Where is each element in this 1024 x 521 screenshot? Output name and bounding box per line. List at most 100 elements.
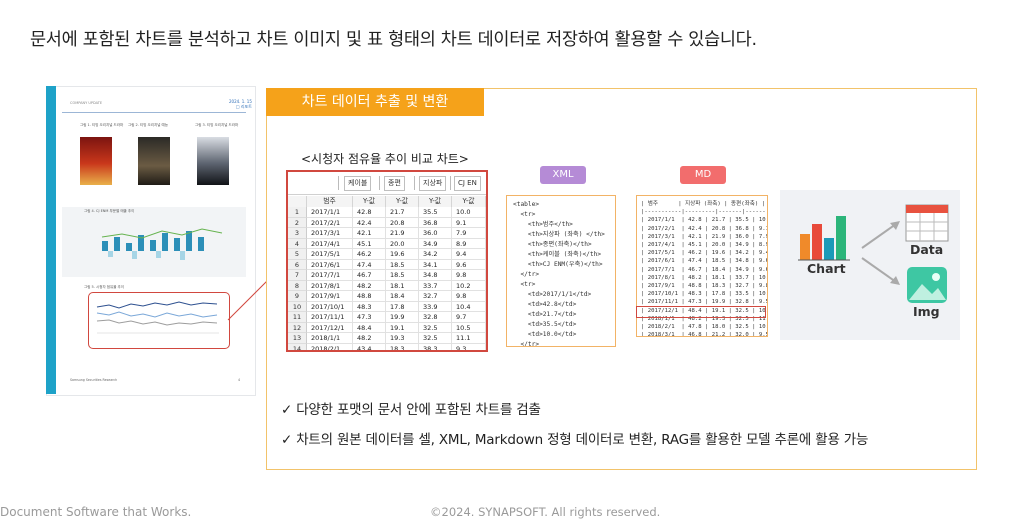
sheet-cell[interactable]: 45.1 xyxy=(353,238,386,249)
sheet-cell[interactable]: 46.7 xyxy=(353,270,386,281)
sheet-cell[interactable]: 20.8 xyxy=(386,217,419,228)
sheet-cell[interactable]: 21.9 xyxy=(386,228,419,239)
sheet-cell[interactable]: 9.1 xyxy=(452,217,486,228)
header-category[interactable]: 범주 xyxy=(307,196,353,207)
row-number[interactable]: 6 xyxy=(288,259,307,270)
sheet-cell[interactable]: 34.2 xyxy=(419,249,452,260)
legend-item-cable[interactable]: 케이블 xyxy=(344,176,372,191)
sheet-cell[interactable]: 48.2 xyxy=(353,333,386,344)
sheet-cell[interactable]: 10.2 xyxy=(452,280,486,291)
sheet-cell[interactable]: 9.4 xyxy=(452,249,486,260)
sheet-cell[interactable]: 32.5 xyxy=(419,322,452,333)
row-number[interactable]: 10 xyxy=(288,301,307,312)
sheet-cell[interactable]: 2017/6/1 xyxy=(307,259,353,270)
sheet-cell[interactable]: 10.0 xyxy=(452,207,486,218)
sheet-cell[interactable]: 48.8 xyxy=(353,291,386,302)
sheet-cell[interactable]: 9.8 xyxy=(452,291,486,302)
sheet-cell[interactable]: 11.1 xyxy=(452,333,486,344)
sheet-cell[interactable]: 18.4 xyxy=(386,291,419,302)
header-y4[interactable]: Y-값 xyxy=(452,196,486,207)
sheet-cell[interactable]: 34.8 xyxy=(419,270,452,281)
legend-item-cjenm[interactable]: CJ EN xyxy=(454,176,481,191)
sheet-cell[interactable]: 10.4 xyxy=(452,301,486,312)
sheet-cell[interactable]: 2017/12/1 xyxy=(307,322,353,333)
sheet-cell[interactable]: 21.7 xyxy=(386,207,419,218)
sheet-cell[interactable]: 46.2 xyxy=(353,249,386,260)
sheet-cell[interactable]: 48.2 xyxy=(353,280,386,291)
row-number[interactable]: 7 xyxy=(288,270,307,281)
row-number[interactable]: 12 xyxy=(288,322,307,333)
sheet-cell[interactable]: 19.6 xyxy=(386,249,419,260)
sheet-cell[interactable]: 18.3 xyxy=(386,343,419,350)
sheet-cell[interactable]: 19.9 xyxy=(386,312,419,323)
sheet-cell[interactable]: 2017/5/1 xyxy=(307,249,353,260)
row-number[interactable]: 2 xyxy=(288,217,307,228)
row-number[interactable]: 11 xyxy=(288,312,307,323)
row-number[interactable]: 1 xyxy=(288,207,307,218)
legend-item-terrestrial[interactable]: 지상파 xyxy=(419,176,447,191)
sheet-cell[interactable]: 34.9 xyxy=(419,238,452,249)
sheet-cell[interactable]: 33.9 xyxy=(419,301,452,312)
legend-item-general[interactable]: 종편 xyxy=(384,176,405,191)
sheet-cell[interactable]: 18.1 xyxy=(386,280,419,291)
sheet-cell[interactable]: 48.3 xyxy=(353,301,386,312)
sheet-cell[interactable]: 9.7 xyxy=(452,312,486,323)
sheet-cell[interactable]: 2017/7/1 xyxy=(307,270,353,281)
row-number[interactable]: 8 xyxy=(288,280,307,291)
xml-output-box[interactable]: <table> <tr> <th>범주</th> <th>지상파 (좌축) </… xyxy=(506,195,616,347)
sheet-cell[interactable]: 8.9 xyxy=(452,238,486,249)
sheet-cell[interactable]: 20.0 xyxy=(386,238,419,249)
sheet-cell[interactable]: 9.6 xyxy=(452,259,486,270)
sheet-cell[interactable]: 18.5 xyxy=(386,270,419,281)
sheet-cell[interactable]: 9.3 xyxy=(452,343,486,350)
sheet-cell[interactable]: 2017/11/1 xyxy=(307,312,353,323)
md-line: | 2017/3/1 | 42.1 | 21.9 | 36.0 | 7.9 | xyxy=(641,233,768,240)
sheet-cell[interactable]: 35.5 xyxy=(419,207,452,218)
header-y1[interactable]: Y-값 xyxy=(353,196,386,207)
row-number[interactable]: 13 xyxy=(288,333,307,344)
data-sheet[interactable]: 케이블 종편 지상파 CJ EN 범주 Y-값 Y-값 Y-값 Y-값 1 201… xyxy=(286,170,488,352)
sheet-cell[interactable]: 36.0 xyxy=(419,228,452,239)
sheet-cell[interactable]: 19.3 xyxy=(386,333,419,344)
sheet-cell[interactable]: 2017/4/1 xyxy=(307,238,353,249)
sheet-cell[interactable]: 18.5 xyxy=(386,259,419,270)
sheet-cell[interactable]: 17.8 xyxy=(386,301,419,312)
header-y3[interactable]: Y-값 xyxy=(419,196,452,207)
sheet-cell[interactable]: 42.8 xyxy=(353,207,386,218)
doc-highlighted-chart[interactable] xyxy=(88,292,230,349)
sheet-cell[interactable]: 2017/9/1 xyxy=(307,291,353,302)
sheet-row: 1 2017/1/1 42.8 21.7 35.5 10.0 xyxy=(288,207,486,218)
sheet-cell[interactable]: 32.5 xyxy=(419,333,452,344)
sheet-cell[interactable]: 36.8 xyxy=(419,217,452,228)
sheet-cell[interactable]: 2017/8/1 xyxy=(307,280,353,291)
sheet-cell[interactable]: 9.8 xyxy=(452,270,486,281)
sheet-cell[interactable]: 38.3 xyxy=(419,343,452,350)
sheet-cell[interactable]: 2017/2/1 xyxy=(307,217,353,228)
row-number[interactable]: 4 xyxy=(288,238,307,249)
sheet-cell[interactable]: 7.9 xyxy=(452,228,486,239)
row-number[interactable]: 9 xyxy=(288,291,307,302)
sheet-cell[interactable]: 2018/2/1 xyxy=(307,343,353,350)
sheet-cell[interactable]: 47.3 xyxy=(353,312,386,323)
sheet-cell[interactable]: 32.7 xyxy=(419,291,452,302)
sheet-cell[interactable]: 43.4 xyxy=(353,343,386,350)
markdown-output-box[interactable]: | 범주 | 지상파 (좌축) | 종편(좌축) | 케 |-----------… xyxy=(636,195,768,337)
sheet-cell[interactable]: 2018/1/1 xyxy=(307,333,353,344)
header-y2[interactable]: Y-값 xyxy=(386,196,419,207)
sheet-cell[interactable]: 2017/10/1 xyxy=(307,301,353,312)
sheet-row: 2 2017/2/1 42.4 20.8 36.8 9.1 xyxy=(288,217,486,228)
sheet-cell[interactable]: 33.7 xyxy=(419,280,452,291)
sheet-cell[interactable]: 42.4 xyxy=(353,217,386,228)
sheet-cell[interactable]: 48.4 xyxy=(353,322,386,333)
sheet-cell[interactable]: 42.1 xyxy=(353,228,386,239)
row-number[interactable]: 5 xyxy=(288,249,307,260)
row-number[interactable]: 3 xyxy=(288,228,307,239)
sheet-cell[interactable]: 32.8 xyxy=(419,312,452,323)
sheet-cell[interactable]: 2017/3/1 xyxy=(307,228,353,239)
sheet-cell[interactable]: 19.1 xyxy=(386,322,419,333)
sheet-cell[interactable]: 10.5 xyxy=(452,322,486,333)
sheet-cell[interactable]: 47.4 xyxy=(353,259,386,270)
sheet-cell[interactable]: 2017/1/1 xyxy=(307,207,353,218)
sheet-cell[interactable]: 34.1 xyxy=(419,259,452,270)
row-number[interactable]: 14 xyxy=(288,343,307,350)
